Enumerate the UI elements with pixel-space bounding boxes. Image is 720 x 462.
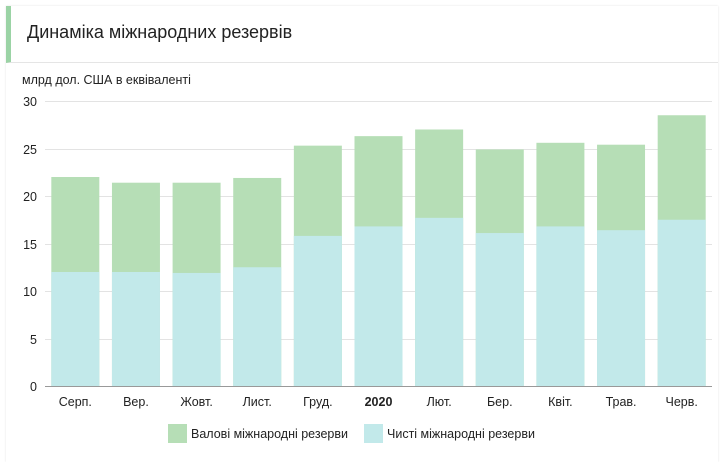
net-reserves-bar: [415, 217, 464, 386]
net-reserves-bar: [172, 272, 221, 386]
net-reserves-bar: [597, 230, 646, 386]
y-tick-label: 30: [23, 95, 37, 109]
net-reserves-bar: [657, 219, 706, 386]
x-tick-label: Квіт.: [548, 395, 573, 409]
y-tick-label: 25: [23, 143, 37, 157]
y-axis-unit-label: млрд дол. США в еквіваленті: [22, 73, 191, 87]
net-reserves-bar: [51, 272, 100, 386]
legend-swatch-net: [364, 424, 383, 443]
x-tick-label: Серп.: [59, 395, 92, 409]
x-tick-label: Черв.: [666, 395, 698, 409]
y-tick-label: 20: [23, 190, 37, 204]
y-tick-label: 0: [30, 380, 37, 394]
legend: Валові міжнародні резерви Чисті міжнародн…: [168, 424, 535, 443]
x-tick-label: Груд.: [303, 395, 332, 409]
x-tick-label: Вер.: [123, 395, 149, 409]
x-tick-label: Лист.: [243, 395, 272, 409]
y-axis-ticks: 0 5 10 15 20 25 30: [23, 95, 37, 394]
net-reserves-bar: [233, 267, 282, 386]
y-tick-label: 15: [23, 238, 37, 252]
net-reserves-bar: [111, 272, 160, 386]
legend-label-gross: Валові міжнародні резерви: [191, 427, 348, 441]
chart-header: Динаміка міжнародних резервів: [6, 6, 718, 63]
net-reserves-bar: [475, 233, 524, 386]
bars: [51, 115, 706, 386]
x-tick-label: Жовт.: [180, 395, 213, 409]
y-tick-label: 10: [23, 285, 37, 299]
x-axis-ticks: Серп. Вер. Жовт. Лист. Груд. 2020 Лют. Бер. Квіт…: [59, 395, 698, 409]
chart-title: Динаміка міжнародних резервів: [27, 22, 293, 42]
net-reserves-bar: [536, 226, 585, 386]
x-tick-label: Бер.: [487, 395, 513, 409]
legend-label-net: Чисті міжнародні резерви: [387, 427, 535, 441]
net-reserves-bar: [293, 235, 342, 386]
x-tick-label: Лют.: [427, 395, 452, 409]
legend-swatch-gross: [168, 424, 187, 443]
x-tick-label: 2020: [365, 395, 393, 409]
net-reserves-bar: [354, 226, 403, 386]
x-tick-label: Трав.: [606, 395, 637, 409]
y-tick-label: 5: [30, 333, 37, 347]
